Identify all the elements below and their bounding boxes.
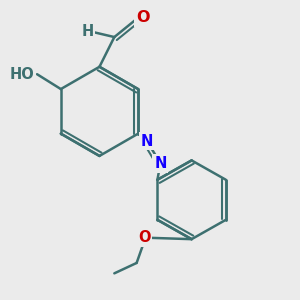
Text: O: O: [136, 10, 149, 25]
Text: HO: HO: [9, 67, 34, 82]
Text: H: H: [82, 24, 94, 39]
Text: O: O: [138, 230, 150, 245]
Text: N: N: [154, 156, 167, 171]
Text: N: N: [141, 134, 153, 148]
